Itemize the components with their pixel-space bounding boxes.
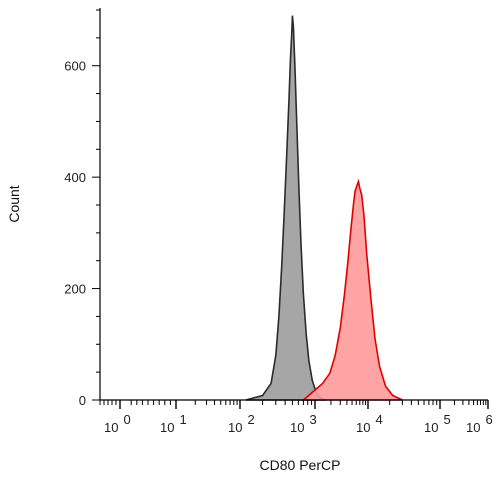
histogram-series-1 [245,15,327,401]
labels-layer: 0 200 400 600 100 101 102 103 104 105 106 [64,59,492,435]
x-tick-label: 105 [424,412,451,435]
y-tick-label: 200 [64,282,86,297]
x-tick-label: 104 [356,412,383,435]
x-tick-label: 101 [160,412,187,435]
x-axis-title: CD80 PerCP [260,457,341,473]
x-tick-label: 100 [104,412,131,435]
histogram-series-2 [301,178,403,401]
x-tick-label: 106 [466,412,493,435]
y-axis-title: Count [6,185,22,222]
y-tick-label: 600 [64,59,86,74]
series-layer [245,15,403,401]
x-tick-label: 103 [290,412,317,435]
axes-layer [92,8,489,409]
y-tick-label: 400 [64,170,86,185]
x-tick-label: 102 [228,412,255,435]
y-tick-label: 0 [79,393,86,408]
